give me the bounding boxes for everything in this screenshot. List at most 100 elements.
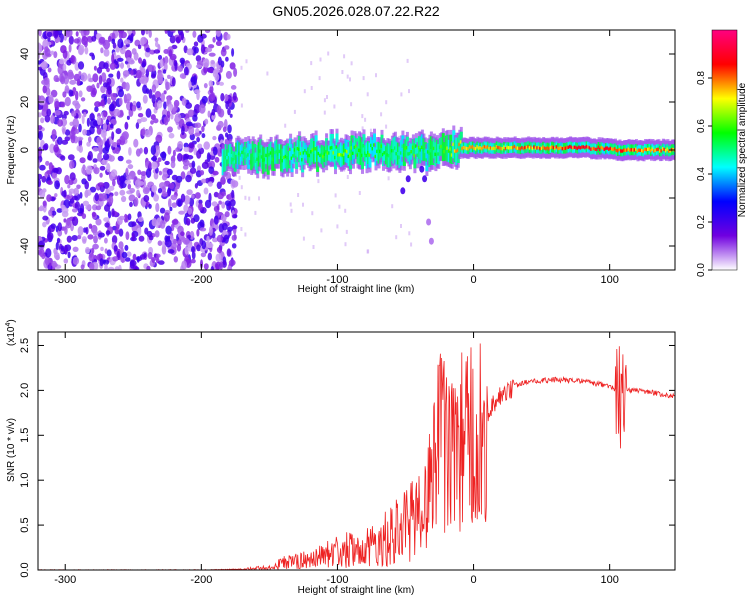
heatmap-cell — [163, 49, 169, 54]
heatmap-cell — [42, 200, 47, 207]
heatmap-cell — [193, 46, 199, 54]
heatmap-cell — [68, 191, 72, 197]
heatmap-cell — [100, 85, 106, 94]
heatmap-cell — [238, 151, 241, 156]
heatmap-cell — [185, 218, 191, 226]
heatmap-cell — [81, 109, 89, 115]
heatmap-cell — [154, 91, 162, 99]
heatmap-cell — [60, 101, 66, 108]
heatmap-cell — [361, 126, 364, 131]
heatmap-cell — [367, 150, 369, 155]
heatmap-cell — [395, 235, 398, 240]
heatmap-cell — [57, 136, 63, 145]
heatmap-cell — [573, 145, 576, 149]
heatmap-cell — [492, 146, 495, 150]
heatmap-cell — [86, 141, 91, 147]
heatmap-cell — [200, 44, 206, 54]
heatmap-cell — [139, 76, 146, 85]
heatmap-cell — [122, 70, 130, 77]
heatmap-cell — [38, 100, 46, 106]
heatmap-cell — [78, 44, 85, 55]
heatmap-cell — [440, 144, 443, 149]
heatmap-cell — [281, 159, 284, 163]
heatmap-cell — [385, 100, 388, 105]
heatmap-cell — [627, 147, 630, 151]
snr-panel: -300 -200 -100 0 100 0.0 0.5 1.0 1.5 2.0 2.5 Heig… — [5, 319, 676, 596]
heatmap-cell — [195, 64, 203, 69]
heatmap-cell — [323, 98, 326, 103]
heatmap-cell — [386, 153, 389, 157]
heatmap-cell — [661, 147, 664, 151]
heatmap-cell — [361, 114, 364, 119]
heatmap-cell — [368, 153, 371, 157]
heatmap-cell — [265, 153, 268, 158]
x-tick-label: 0 — [470, 574, 476, 586]
heatmap-cell — [525, 145, 528, 150]
heatmap-cell — [54, 180, 60, 190]
heatmap-cell — [310, 86, 313, 90]
heatmap-cell — [188, 80, 192, 89]
heatmap-cell — [432, 146, 435, 151]
heatmap-cell — [115, 128, 122, 135]
heatmap-cell — [107, 210, 112, 219]
heatmap-cell — [105, 230, 111, 236]
heatmap-cell — [68, 44, 72, 53]
heatmap-cell — [230, 199, 236, 207]
heatmap-cell — [639, 148, 642, 152]
heatmap-cell — [53, 51, 58, 59]
heatmap-cell — [170, 160, 176, 169]
heatmap-cell — [150, 161, 158, 170]
heatmap-cell — [50, 223, 56, 229]
heatmap-cell — [148, 203, 152, 209]
heatmap-cell — [117, 57, 124, 62]
heatmap-cell — [80, 97, 86, 102]
heatmap-cell — [353, 145, 356, 150]
heatmap-cell — [48, 209, 53, 217]
heatmap-cell — [98, 36, 106, 44]
heatmap-cell — [124, 121, 129, 130]
heatmap-cell — [112, 142, 118, 147]
heatmap-cell — [41, 60, 48, 70]
heatmap-cell — [84, 46, 89, 55]
heatmap-cell — [88, 223, 93, 229]
heatmap-cell — [208, 93, 216, 102]
heatmap-cell — [374, 154, 377, 159]
heatmap-cell — [623, 148, 625, 152]
heatmap-cell — [371, 147, 374, 151]
heatmap-cell — [293, 148, 296, 152]
heatmap-cell — [254, 210, 257, 215]
heatmap-cell — [203, 187, 209, 195]
heatmap-cell — [63, 189, 67, 198]
heatmap-cell — [51, 210, 57, 216]
heatmap-cell — [186, 189, 193, 196]
heatmap-cell — [66, 30, 73, 37]
heatmap-cell — [655, 147, 658, 152]
heatmap-cell — [86, 85, 93, 92]
heatmap-cell — [179, 57, 185, 64]
heatmap-cell — [384, 153, 387, 157]
heatmap-cell — [476, 145, 479, 149]
heatmap-cell — [216, 246, 223, 253]
heatmap-cell — [344, 242, 347, 247]
heatmap-cell — [88, 136, 92, 143]
heatmap-cell — [212, 237, 218, 243]
heatmap-cell — [76, 184, 81, 190]
heatmap-cell — [118, 264, 122, 270]
heatmap-cell — [331, 145, 333, 150]
heatmap-cell — [42, 85, 47, 94]
heatmap-cell — [600, 145, 603, 150]
heatmap-cell — [52, 262, 58, 268]
heatmap-cell — [118, 228, 124, 237]
heatmap-cell — [77, 208, 84, 214]
heatmap-cell — [168, 132, 175, 139]
heatmap-cell — [401, 144, 404, 148]
heatmap-cell — [473, 146, 476, 150]
heatmap-cell — [194, 132, 201, 137]
heatmap-cell — [63, 110, 69, 116]
heatmap-cell — [232, 214, 237, 219]
heatmap-cell — [195, 55, 202, 62]
heatmap-cell — [66, 59, 72, 66]
heatmap-cell — [426, 150, 429, 154]
colorbar: 0.0 0.2 0.4 0.6 0.8 Normalized spectral ampl… — [696, 29, 748, 277]
heatmap-cell — [116, 70, 121, 80]
